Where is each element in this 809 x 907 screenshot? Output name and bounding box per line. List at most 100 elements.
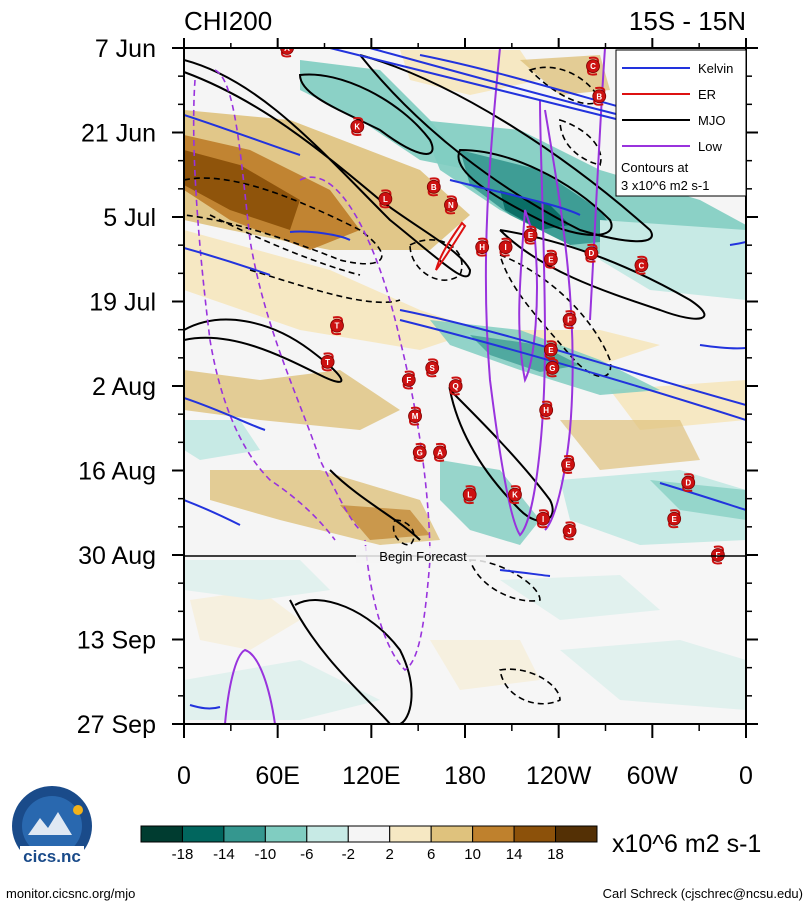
storm-dot [401, 373, 416, 387]
colorbar-swatch [513, 825, 557, 843]
forecast-label: Begin Forecast [379, 549, 467, 564]
storm-dot [462, 487, 477, 502]
legend: Kelvin ER MJO Low Contours at 3 x10^6 m2 s-… [615, 49, 747, 197]
colorbar-swatch [472, 825, 515, 843]
storm-swirl-icon [499, 237, 512, 257]
storm-marker: E [543, 249, 558, 269]
mjo-dashed-contour [409, 239, 463, 281]
storm-swirl-icon [330, 316, 344, 336]
storm-marker: C [586, 56, 600, 76]
colorbar-swatch [389, 825, 432, 843]
storm-id: A [437, 448, 443, 457]
y-tick-label: 30 Aug [78, 542, 156, 570]
storm-id: T [325, 358, 330, 367]
storm-dot [562, 523, 577, 538]
storm-dot [280, 48, 294, 55]
y-tick-label: 21 Jun [81, 120, 156, 148]
low-contour [589, 48, 606, 321]
x-tick-label: 60W [627, 762, 679, 790]
storm-dot [412, 445, 427, 460]
storm-marker: G [412, 442, 427, 462]
x-tick-label: 60E [255, 762, 299, 790]
colorbar-swatch [264, 825, 308, 843]
storm-marker: E [561, 454, 575, 474]
storm-dot [634, 258, 649, 273]
title-right: 15S - 15N [629, 6, 746, 36]
storm-dot [330, 318, 344, 333]
kelvin-contour [184, 499, 241, 526]
shade-positive [184, 370, 400, 430]
colorbar-swatch [430, 825, 474, 843]
y-tick-label: 19 Jul [89, 289, 156, 317]
storm-marker: J [562, 521, 577, 541]
storm-marker: M [408, 406, 422, 426]
storm-swirl-icon [544, 249, 557, 269]
colorbar-tick-label: -14 [213, 846, 235, 863]
storm-swirl-icon [433, 442, 447, 462]
storm-dot [320, 354, 335, 369]
storm-swirl-icon [426, 358, 439, 378]
kelvin-contour [399, 319, 746, 421]
storm-id: Q [453, 382, 459, 391]
storm-dot [543, 342, 558, 357]
y-axis: 7 Jun 21 Jun 5 Jul 19 Jul 2 Aug 16 Aug 30 Aug 1… [77, 35, 758, 739]
storm-marker: D [584, 243, 599, 263]
storm-id: B [431, 183, 437, 192]
storm-dot [562, 312, 577, 327]
mjo-dashed-contour [184, 177, 383, 265]
storm-id: K [354, 122, 360, 131]
mjo-contour-negative [298, 73, 434, 155]
storm-swirl-icon [524, 225, 537, 245]
storm-swirl-icon [585, 243, 598, 263]
logo-mountain-icon [28, 812, 72, 835]
cics-logo: cics.nc [12, 786, 92, 866]
shade-positive [184, 230, 480, 350]
storm-marker: H [475, 237, 490, 257]
storm-marker: I [536, 509, 550, 529]
storm-id: E [565, 460, 571, 469]
x-tick-label: 180 [444, 762, 486, 790]
mjo-contours [184, 54, 706, 724]
kelvin-contours [184, 48, 746, 710]
storm-dot [350, 119, 365, 134]
storm-marker: B [592, 86, 607, 106]
storm-id: E [548, 346, 554, 355]
legend-note-line2: 3 x10^6 m2 s-1 [621, 178, 709, 193]
storm-swirl-icon [561, 454, 575, 474]
storm-dot [586, 59, 600, 74]
colorbar-swatch [347, 825, 391, 843]
low-contour-dashed [192, 79, 336, 541]
forecast-label-bg [356, 546, 486, 563]
storm-marker: L [462, 485, 477, 505]
storm-swirl-icon [413, 442, 426, 462]
storm-id: C [639, 261, 645, 270]
shade-positive [560, 420, 700, 470]
logo-sun-icon [73, 805, 83, 815]
logo-text-bg [20, 846, 84, 866]
storm-id: D [685, 479, 691, 488]
storm-swirl-icon [427, 177, 440, 197]
kelvin-contour [184, 247, 271, 276]
storm-marker: A [433, 442, 447, 462]
storm-dot [711, 548, 725, 562]
kelvin-contour [729, 241, 746, 246]
mjo-contour-positive [184, 318, 343, 383]
storm-id: L [467, 491, 472, 500]
er-contour [435, 221, 467, 271]
low-contour [484, 48, 547, 537]
mjo-contour-positive [329, 469, 421, 541]
mjo-contour-negative [359, 54, 653, 243]
storm-id: J [567, 527, 571, 536]
storm-swirl-icon [408, 406, 422, 426]
storm-marker: T [330, 316, 344, 336]
footer-left: monitor.cicsnc.org/mjo [6, 886, 136, 901]
storm-marker: Q [448, 376, 463, 396]
low-contour-dashed [214, 69, 361, 531]
storm-marker: F [401, 370, 416, 390]
legend-label: MJO [698, 113, 725, 128]
storm-id: F [406, 376, 411, 385]
storm-marker: B [426, 177, 441, 197]
low-contour [518, 209, 538, 384]
mjo-contour-negative [499, 229, 706, 320]
legend-label: Low [698, 139, 722, 154]
